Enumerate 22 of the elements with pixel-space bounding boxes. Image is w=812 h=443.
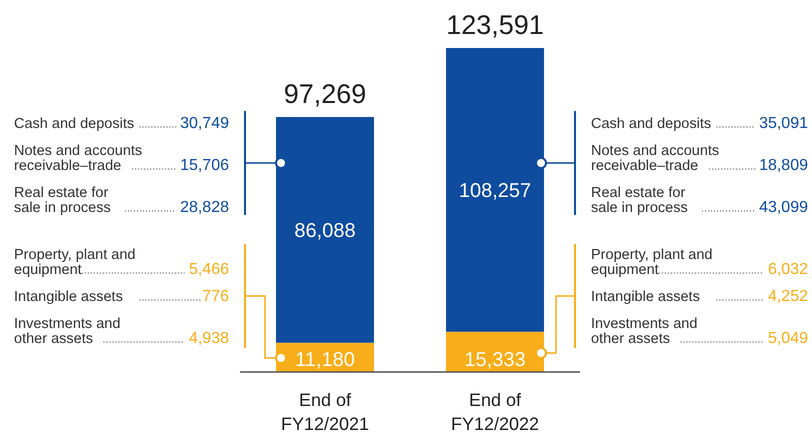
text: Intangible assets 776 (14, 288, 229, 305)
data-label: 15,333 (464, 349, 526, 371)
text: Notes and accounts receivable–trade 18,809 (591, 143, 808, 174)
data-label: 86,088 (294, 220, 356, 242)
text: Investments and other assets 4,938 (14, 316, 229, 347)
text: Property, plant and equipment 6,032 (591, 247, 808, 278)
total-label: 97,269 (284, 79, 366, 110)
text: Real estate for sale in process 28,828 (14, 185, 229, 216)
text: Investments and other assets 5,049 (591, 316, 808, 347)
text: Property, plant and equipment 5,466 (14, 247, 229, 278)
bar (276, 117, 374, 343)
text: Notes and accounts receivable–trade 15,706 (14, 143, 229, 174)
x-tick-label: End of FY12/2021 (280, 390, 370, 434)
total-label: 123,591 (446, 10, 544, 40)
text: Real estate for sale in process 43,099 (591, 185, 808, 216)
data-label: 11,180 (295, 349, 355, 371)
x-tick-label: End of FY12/2022 (450, 390, 540, 434)
text: Cash and deposits 35,091 (591, 115, 808, 132)
text: Cash and deposits 30,749 (14, 115, 229, 132)
bar (446, 48, 544, 332)
text: Intangible assets 4,252 (591, 288, 808, 305)
data-label: 108,257 (458, 180, 532, 202)
